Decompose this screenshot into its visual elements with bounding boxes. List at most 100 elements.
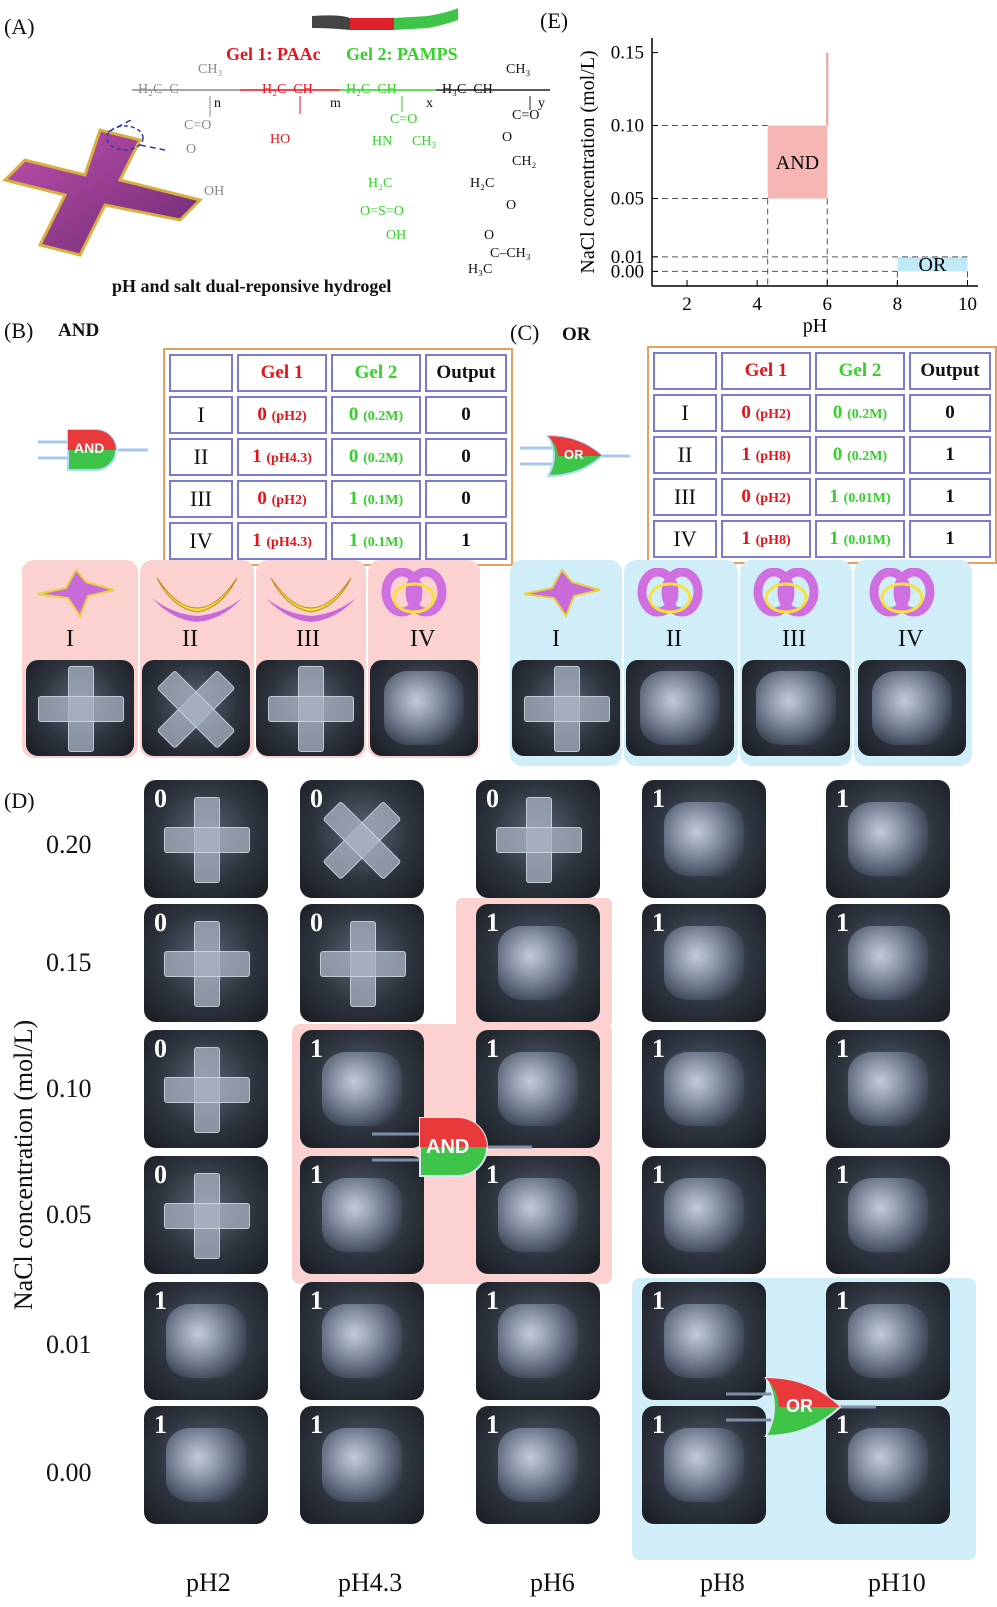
hydrogel-shape bbox=[164, 1173, 250, 1259]
x-tick-label: 8 bbox=[893, 294, 903, 315]
output-digit: 1 bbox=[836, 1160, 849, 1189]
row-id-cell: III bbox=[653, 478, 717, 516]
gel1-value: 1 bbox=[252, 530, 262, 551]
x-tick-label: 2 bbox=[682, 294, 692, 315]
gel1-cell: 0 (pH2) bbox=[237, 396, 327, 434]
grid-photo: 0 bbox=[300, 780, 424, 898]
gel1-cell: 0 (pH2) bbox=[721, 478, 811, 516]
x-tick-label: 6 bbox=[823, 294, 833, 315]
table-header-cell: Gel 1 bbox=[237, 354, 327, 392]
gel2-value: 0 bbox=[348, 404, 359, 425]
gel2-cell: 1 (0.01M) bbox=[815, 478, 905, 516]
hydrogel-shape bbox=[320, 921, 406, 1007]
chem-h2c-black: H₂C bbox=[470, 176, 495, 191]
state-photo bbox=[858, 660, 966, 756]
table-row: IV 1 (pH8) 1 (0.01M) 1 bbox=[653, 520, 991, 558]
chem-h2c-green: H₂C bbox=[368, 176, 393, 191]
hydrogel-shape bbox=[498, 1304, 578, 1378]
output-digit: 1 bbox=[652, 908, 665, 937]
output-digit: 1 bbox=[836, 1410, 849, 1439]
hydrogel-shape bbox=[166, 1304, 246, 1378]
output-digit: 1 bbox=[486, 1160, 499, 1189]
output-digit: 1 bbox=[310, 1286, 323, 1315]
hydrogel-shape bbox=[664, 926, 744, 1000]
grid-photo: 0 bbox=[144, 1030, 268, 1148]
gel2-cell: 0 (0.2M) bbox=[815, 394, 905, 432]
gel1-value: 1 bbox=[741, 444, 751, 465]
panel-b-title: AND bbox=[58, 320, 100, 341]
grid-photo: 1 bbox=[476, 1030, 600, 1148]
gel2-condition: (0.1M) bbox=[363, 493, 404, 508]
or-gate-icon-c: OR bbox=[520, 430, 630, 482]
output-digit: 1 bbox=[836, 784, 849, 813]
output-digit: 1 bbox=[310, 1160, 323, 1189]
output-cell: 1 bbox=[425, 522, 507, 560]
gel2-condition: (0.01M) bbox=[843, 533, 891, 548]
chem-h3c-black: H₃C bbox=[468, 262, 493, 277]
chem-co-green: C=O bbox=[390, 112, 418, 127]
state-photo bbox=[512, 660, 620, 756]
hydrogel-shape bbox=[322, 1052, 402, 1126]
y-tick-label: 0.00 bbox=[611, 261, 644, 282]
hydrogel-shape bbox=[848, 802, 928, 876]
output-digit: 1 bbox=[836, 908, 849, 937]
and-truth-table: Gel 1 Gel 2 Output I 0 (pH2) 0 (0.2M) 0 II 1 (pH… bbox=[163, 348, 513, 566]
hydrogel-shape bbox=[848, 1428, 928, 1502]
state-label: II bbox=[666, 626, 682, 652]
hydrogel-cross-render bbox=[0, 109, 210, 260]
and-gate-text-d: AND bbox=[426, 1136, 470, 1158]
state-photo bbox=[370, 660, 478, 756]
chem-x: x bbox=[426, 96, 433, 111]
gel1-cell: 0 (pH2) bbox=[237, 480, 327, 518]
output-digit: 1 bbox=[836, 1286, 849, 1315]
grid-photo: 1 bbox=[642, 904, 766, 1022]
gel1-value: 1 bbox=[741, 528, 751, 549]
row-label: 0.05 bbox=[46, 1200, 92, 1229]
state-illustration-3 bbox=[266, 568, 356, 629]
output-digit: 1 bbox=[652, 1034, 665, 1063]
state-illustration-4 bbox=[380, 567, 450, 629]
table-row: II 1 (pH8) 0 (0.2M) 1 bbox=[653, 436, 991, 474]
grid-photo: 1 bbox=[476, 904, 600, 1022]
output-digit: 1 bbox=[652, 1286, 665, 1315]
row-id-cell: III bbox=[169, 480, 233, 518]
table-row: III 0 (pH2) 1 (0.1M) 0 bbox=[169, 480, 507, 518]
gel2-value: 0 bbox=[832, 402, 843, 423]
chem-oh-grey: OH bbox=[204, 184, 225, 199]
grid-photo: 1 bbox=[826, 1282, 950, 1400]
state-label: III bbox=[782, 626, 806, 652]
row-label: 0.10 bbox=[46, 1074, 92, 1103]
panel-e-label: (E) bbox=[540, 8, 569, 33]
gel2-cell: 1 (0.01M) bbox=[815, 520, 905, 558]
region-or bbox=[897, 256, 968, 272]
chem-cch3: C–CH₃ bbox=[490, 246, 531, 261]
output-digit: 0 bbox=[310, 908, 323, 937]
hydrogel-shape bbox=[664, 1178, 744, 1252]
output-cell: 1 bbox=[909, 436, 991, 474]
grid-photo: 0 bbox=[476, 780, 600, 898]
chem-o-grey: O bbox=[186, 142, 197, 157]
panel-d-label: (D) bbox=[4, 788, 35, 813]
gel2-value: 1 bbox=[348, 530, 359, 551]
chem-so3-green: O=S=O bbox=[360, 204, 404, 219]
table-header-cell: Gel 1 bbox=[721, 352, 811, 390]
state-photo bbox=[742, 660, 850, 756]
row-id-cell: IV bbox=[169, 522, 233, 560]
row-label: 0.00 bbox=[46, 1458, 92, 1487]
and-gate-icon-d: AND bbox=[372, 1112, 532, 1182]
y-tick-label: 0.10 bbox=[611, 116, 644, 137]
hydrogel-shape bbox=[38, 666, 124, 752]
gel1-condition: (pH8) bbox=[755, 449, 791, 464]
chem-m: m bbox=[330, 96, 341, 111]
gel1-condition: (pH2) bbox=[271, 409, 307, 424]
row-id-cell: I bbox=[653, 394, 717, 432]
hydrogel-shape bbox=[498, 1052, 578, 1126]
table-row: III 0 (pH2) 1 (0.01M) 1 bbox=[653, 478, 991, 516]
gel2-cell: 0 (0.2M) bbox=[815, 436, 905, 474]
output-digit: 0 bbox=[154, 1034, 167, 1063]
panel-c-label: (C) bbox=[510, 320, 540, 345]
row-id-cell: IV bbox=[653, 520, 717, 558]
gel2-condition: (0.2M) bbox=[363, 451, 404, 466]
output-digit: 1 bbox=[154, 1286, 167, 1315]
chem-oh-green: OH bbox=[386, 228, 407, 243]
